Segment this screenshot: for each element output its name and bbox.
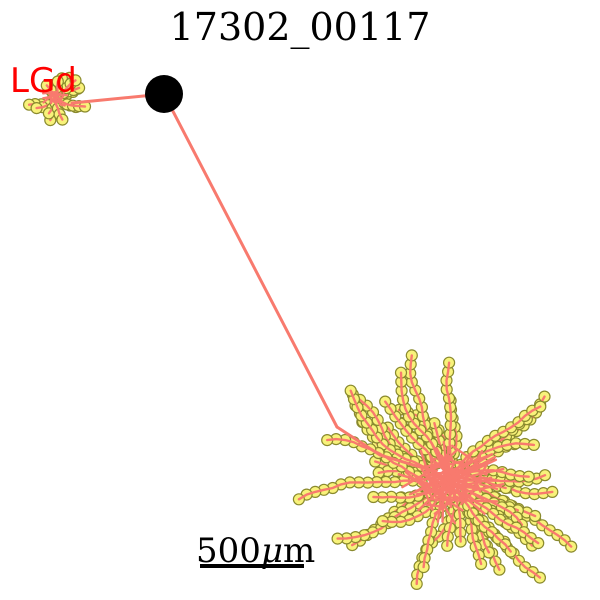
scale-bar-unit-prefix: μ	[261, 531, 283, 571]
axon-trunk	[70, 92, 339, 429]
axon-branch	[48, 93, 59, 98]
axon-branch	[372, 491, 428, 499]
axon-branch	[461, 497, 512, 553]
axon-branch	[469, 460, 490, 495]
scale-bar: 500μm	[196, 531, 315, 571]
axon-branch	[447, 453, 494, 473]
axon-branch	[419, 479, 434, 511]
scale-bar-label: 500μm	[196, 531, 315, 571]
axon-branch	[41, 90, 59, 95]
axon-branch	[459, 405, 542, 466]
soma	[145, 75, 183, 113]
axon-branch	[297, 479, 432, 501]
axon-branch	[444, 478, 457, 496]
axon-branch	[57, 96, 62, 102]
axon-branch	[437, 493, 464, 512]
axon-branch	[335, 425, 452, 482]
axon-branch	[58, 103, 66, 107]
axon-branch	[60, 100, 87, 108]
axon-path	[70, 92, 339, 429]
main-terminal-cluster	[292, 349, 578, 591]
axon-branch	[57, 100, 62, 105]
axon-branch	[456, 490, 486, 515]
axon-branch	[415, 487, 455, 496]
axon-branch	[445, 361, 453, 472]
figure-title: 17302_00117	[170, 5, 431, 50]
axon-branch	[448, 477, 452, 506]
axon-branch	[349, 389, 432, 472]
axon-branch	[442, 480, 469, 492]
axon-branch	[452, 452, 473, 485]
axon-branch	[419, 449, 438, 499]
axon-branch	[436, 453, 448, 523]
axon-branch	[381, 489, 444, 524]
region-label-lgd: LGd	[10, 61, 77, 101]
axon-branch	[450, 472, 464, 504]
axon-branch	[479, 483, 499, 491]
axon-branch	[384, 400, 437, 466]
